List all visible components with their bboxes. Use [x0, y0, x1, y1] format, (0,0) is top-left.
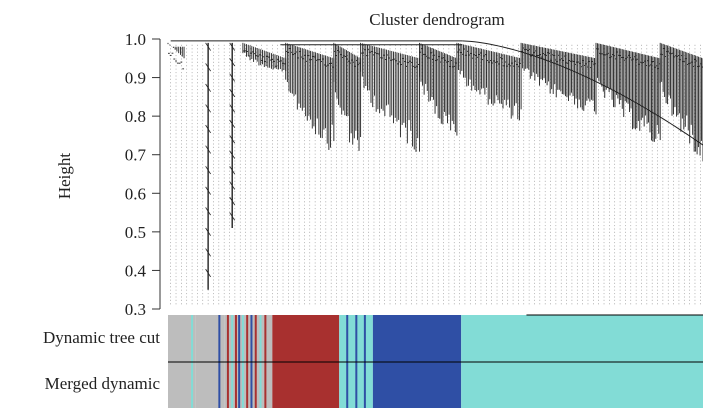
- tree-branch: [229, 42, 236, 51]
- module-segment: [272, 362, 340, 408]
- module-segment: [461, 362, 703, 408]
- module-stripe: [346, 315, 349, 362]
- tree-branch: [229, 58, 236, 67]
- y-tick-label: 0.9: [125, 69, 146, 88]
- module-stripe: [226, 315, 229, 362]
- module-stripe: [218, 362, 221, 408]
- tree-branch: [205, 145, 211, 154]
- tree-branch: [229, 135, 236, 144]
- dendrogram-tree: [167, 40, 703, 290]
- module-stripe: [191, 362, 194, 408]
- tree-branch: [229, 196, 236, 206]
- tree-branch: [229, 119, 236, 128]
- tree-branch: [229, 166, 236, 175]
- tree-branch: [205, 227, 211, 236]
- module-stripe: [363, 362, 366, 408]
- module-stripe: [250, 315, 253, 362]
- module-color-rows: [168, 314, 703, 408]
- tree-branch: [229, 104, 236, 113]
- tree-branch: [205, 63, 211, 72]
- module-stripe: [264, 362, 267, 408]
- tree-branch: [205, 42, 211, 51]
- tree-branch: [205, 186, 211, 195]
- module-stripe: [346, 362, 349, 408]
- module-stripe: [363, 315, 366, 362]
- y-tick-label: 0.8: [125, 107, 146, 126]
- module-row-labels: Dynamic tree cut Merged dynamic: [43, 328, 161, 393]
- tree-branch: [229, 73, 236, 82]
- module-stripe: [355, 315, 358, 362]
- y-axis: 1.0 0.9 0.8 0.7 0.6 0.5 0.4 0.3: [125, 30, 161, 319]
- module-segment: [372, 362, 462, 408]
- module-stripe: [259, 362, 262, 408]
- module-stripe: [246, 362, 249, 408]
- tree-branch: [229, 181, 236, 190]
- y-tick-label: 0.6: [125, 184, 146, 203]
- module-stripe: [238, 362, 241, 408]
- module-segment: [461, 315, 703, 362]
- module-stripe: [254, 315, 257, 362]
- y-tick-label: 0.7: [125, 146, 147, 165]
- y-tick-label: 0.5: [125, 223, 146, 242]
- module-stripe: [250, 362, 253, 408]
- leaf-guides: [170, 44, 701, 306]
- module-stripe: [254, 362, 257, 408]
- y-tick-label: 1.0: [125, 30, 146, 49]
- y-axis-title: Height: [55, 153, 74, 200]
- tree-branch: [205, 207, 211, 216]
- tree-branch: [205, 166, 211, 175]
- module-segment: [372, 315, 462, 362]
- module-stripe: [226, 362, 229, 408]
- tree-branch: [229, 88, 236, 98]
- tree-branch: [205, 268, 211, 278]
- module-stripe: [218, 315, 221, 362]
- module-stripe: [241, 315, 244, 362]
- y-tick-label: 0.3: [125, 300, 146, 319]
- module-stripe: [234, 362, 237, 408]
- chart-title: Cluster dendrogram: [369, 10, 505, 29]
- row-label-merged-dynamic: Merged dynamic: [45, 374, 161, 393]
- tree-branch: [205, 248, 211, 257]
- module-stripe: [231, 315, 234, 362]
- module-stripe: [264, 315, 267, 362]
- tree-branch: [229, 212, 236, 221]
- module-stripe: [241, 362, 244, 408]
- module-stripe: [234, 315, 237, 362]
- module-segment: [168, 315, 196, 362]
- module-stripe: [191, 315, 194, 362]
- y-tick-label: 0.4: [125, 261, 147, 280]
- module-stripe: [246, 315, 249, 362]
- module-stripe: [231, 362, 234, 408]
- tree-branch: [205, 124, 211, 134]
- module-segment: [272, 315, 340, 362]
- module-segment: [168, 362, 196, 408]
- module-stripe: [259, 315, 262, 362]
- tree-branch: [205, 83, 211, 92]
- tree-branch: [229, 150, 236, 159]
- module-stripe: [355, 362, 358, 408]
- module-stripe: [238, 315, 241, 362]
- tree-branch: [205, 104, 211, 113]
- row-label-dynamic-tree-cut: Dynamic tree cut: [43, 328, 160, 347]
